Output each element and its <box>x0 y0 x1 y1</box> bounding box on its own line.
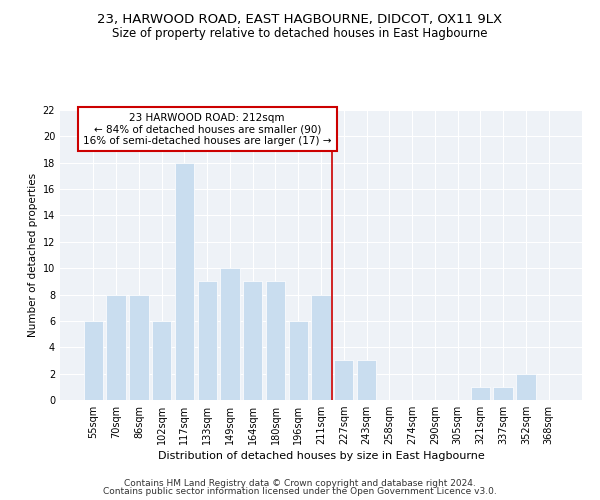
Bar <box>289 321 308 400</box>
Bar <box>334 360 353 400</box>
Bar <box>266 282 285 400</box>
Text: Contains public sector information licensed under the Open Government Licence v3: Contains public sector information licen… <box>103 487 497 496</box>
Text: Contains HM Land Registry data © Crown copyright and database right 2024.: Contains HM Land Registry data © Crown c… <box>124 478 476 488</box>
Bar <box>311 294 331 400</box>
Bar <box>129 294 149 400</box>
Bar <box>175 162 194 400</box>
Bar <box>357 360 376 400</box>
Text: 23, HARWOOD ROAD, EAST HAGBOURNE, DIDCOT, OX11 9LX: 23, HARWOOD ROAD, EAST HAGBOURNE, DIDCOT… <box>97 12 503 26</box>
Bar <box>84 321 103 400</box>
Bar <box>470 387 490 400</box>
Bar <box>106 294 126 400</box>
Bar <box>243 282 262 400</box>
Bar <box>220 268 239 400</box>
Text: 23 HARWOOD ROAD: 212sqm
← 84% of detached houses are smaller (90)
16% of semi-de: 23 HARWOOD ROAD: 212sqm ← 84% of detache… <box>83 112 331 146</box>
Text: Size of property relative to detached houses in East Hagbourne: Size of property relative to detached ho… <box>112 28 488 40</box>
X-axis label: Distribution of detached houses by size in East Hagbourne: Distribution of detached houses by size … <box>158 452 484 462</box>
Bar <box>516 374 536 400</box>
Bar <box>493 387 513 400</box>
Bar <box>197 282 217 400</box>
Y-axis label: Number of detached properties: Number of detached properties <box>28 173 38 337</box>
Bar <box>152 321 172 400</box>
